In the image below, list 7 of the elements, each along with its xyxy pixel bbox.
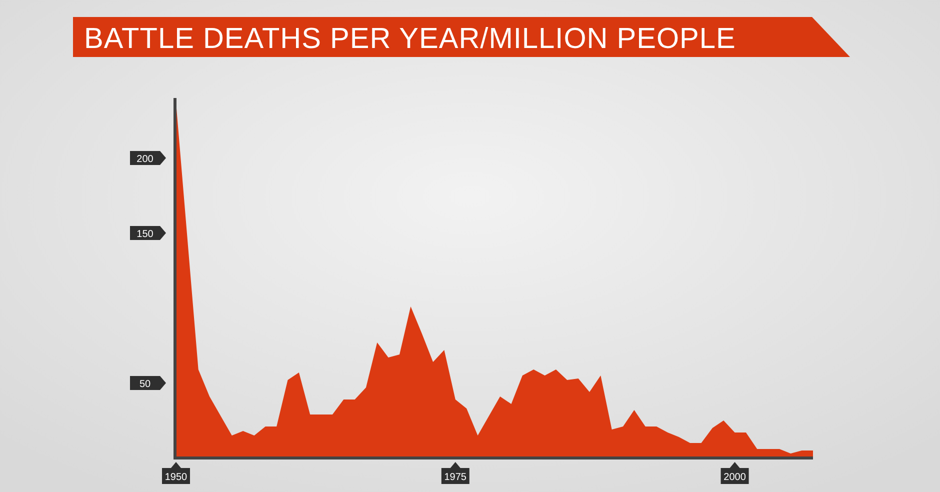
x-tick-label: 2000: [724, 472, 746, 483]
y-tick-label: 50: [139, 379, 151, 390]
chart-title: BATTLE DEATHS PER YEAR/MILLION PEOPLE: [84, 23, 736, 55]
y-tick-label: 150: [136, 229, 154, 240]
x-tick-label: 1975: [444, 472, 467, 483]
y-tick-label: 200: [136, 154, 154, 165]
x-tick-label: 1950: [164, 472, 188, 483]
